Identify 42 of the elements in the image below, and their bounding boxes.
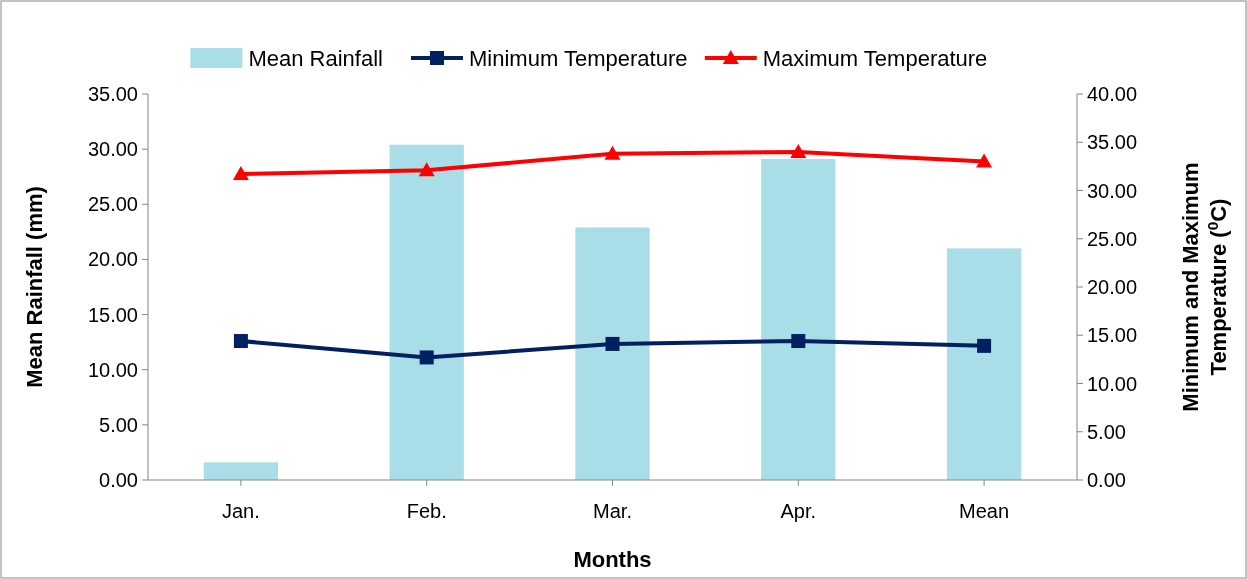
bar: [575, 227, 650, 480]
legend-label: Maximum Temperature: [762, 45, 988, 71]
y-tick-label: 20.00: [87, 248, 138, 271]
point: [419, 350, 434, 365]
x-axis-title: Months: [573, 547, 652, 572]
bar: [389, 144, 464, 480]
point: [605, 336, 620, 351]
point: [232, 166, 249, 181]
y-tick-label: 35.00: [87, 83, 138, 105]
point: [233, 334, 248, 349]
bar: [946, 248, 1022, 480]
x-tick-label: Mean: [959, 500, 1010, 522]
y2-tick-label: 30.00: [1087, 179, 1138, 202]
bar: [761, 159, 836, 480]
legend-label: Mean Rainfall: [248, 45, 383, 71]
point: [418, 162, 435, 177]
y-tick-label: 0.00: [99, 469, 138, 491]
y-axis-title: Mean Rainfall (mm): [22, 186, 47, 388]
x-tick-label: Jan.: [221, 500, 260, 522]
y-tick-label: 5.00: [99, 413, 138, 436]
legend-label: Minimum Temperature: [469, 45, 688, 71]
y-tick-label: 15.00: [87, 303, 138, 326]
point: [604, 145, 621, 160]
y-tick-label: 10.00: [87, 358, 138, 381]
x-tick-label: Apr.: [780, 500, 817, 522]
x-tick-label: Mar.: [593, 500, 632, 522]
x-tick-label: Feb.: [406, 500, 447, 522]
y2-tick-label: 35.00: [1087, 131, 1138, 154]
y-tick-label: 30.00: [87, 138, 138, 161]
y2-tick-label: 10.00: [1087, 372, 1138, 395]
y2-tick-label: 20.00: [1087, 276, 1138, 298]
y-tick-label: 25.00: [87, 193, 138, 216]
y2-tick-label: 15.00: [1087, 324, 1138, 347]
bar: [203, 462, 279, 480]
point: [791, 334, 806, 349]
y2-tick-label: 25.00: [1087, 227, 1138, 250]
point: [790, 143, 807, 158]
point: [976, 153, 993, 168]
y2-tick-label: 40.00: [1087, 83, 1138, 105]
point: [977, 338, 992, 353]
y2-tick-label: 5.00: [1087, 420, 1126, 443]
y2-tick-label: 0.00: [1087, 469, 1126, 491]
